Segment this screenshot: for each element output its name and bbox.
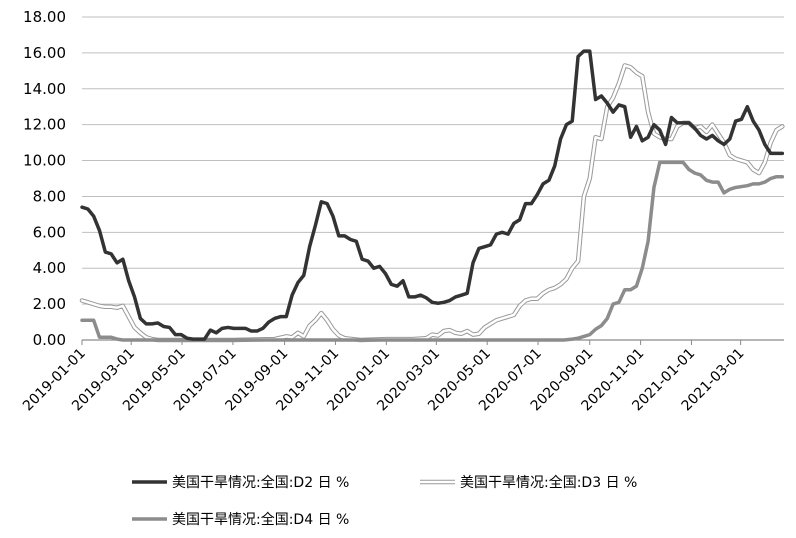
series-line: [80, 49, 785, 341]
legend: 美国干旱情况:全国:D2 日 % 美国干旱情况:全国:D3 日 % 美国干旱情况:全…: [132, 474, 637, 528]
y-tick-label: 0.00: [33, 331, 66, 349]
y-axis-ticks: 0.00 2.00 4.00 6.00 8.00 10.00 12.00 14.00 16.00…: [23, 8, 66, 349]
y-tick-label: 16.00: [23, 44, 66, 62]
y-tick-label: 10.00: [23, 152, 66, 170]
legend-label: 美国干旱情况:全国:D3 日 %: [460, 474, 637, 491]
gridlines: [82, 16, 784, 341]
series-line-stroke: [80, 160, 785, 342]
legend-label: 美国干旱情况:全国:D4 日 %: [172, 511, 349, 528]
series-line-outline: [79, 63, 785, 343]
legend-label: 美国干旱情况:全国:D2 日 %: [172, 474, 349, 491]
series-line: [79, 63, 785, 343]
y-tick-label: 14.00: [23, 80, 66, 98]
y-tick-label: 18.00: [23, 8, 66, 26]
legend-item: 美国干旱情况:全国:D2 日 %: [132, 474, 349, 491]
series-line: [80, 160, 785, 342]
legend-item: 美国干旱情况:全国:D3 日 %: [420, 474, 637, 491]
y-tick-label: 8.00: [33, 187, 66, 205]
series-lines: [79, 49, 785, 343]
series-line-fill: [80, 64, 784, 342]
x-axis-ticks: 2019-01-012019-03-012019-05-012019-07-01…: [20, 340, 747, 414]
legend-item: 美国干旱情况:全国:D4 日 %: [132, 511, 349, 528]
y-tick-label: 4.00: [33, 259, 66, 277]
y-tick-label: 6.00: [33, 223, 66, 241]
y-tick-label: 12.00: [23, 116, 66, 134]
y-tick-label: 2.00: [33, 295, 66, 313]
series-line-stroke: [80, 49, 785, 341]
